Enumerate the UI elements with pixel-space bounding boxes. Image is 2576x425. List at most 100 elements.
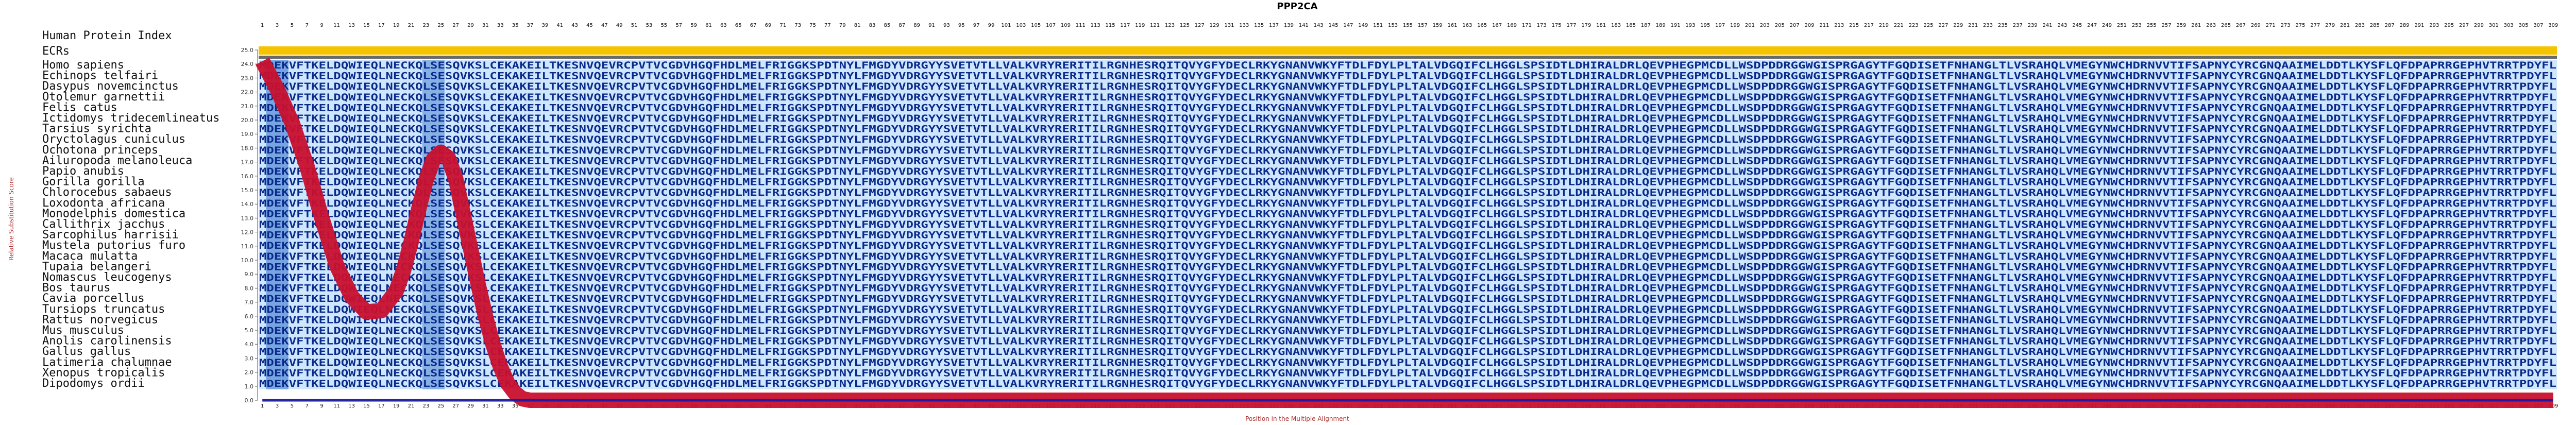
top-position-label: 29 (467, 23, 474, 28)
top-position-label: 89 (913, 23, 920, 28)
y-tick-label: 17.0 (241, 159, 254, 166)
top-position-label: 175 (1552, 23, 1562, 28)
y-tick-label: 23.0 (241, 75, 254, 81)
sequence-row: MDEKVFTKELDQWIEQLNECKQLSESQVKSLCEKAKEILT… (259, 92, 2556, 103)
species-name: Latimeria chalumnae (42, 356, 172, 369)
top-position-label: 71 (779, 23, 786, 28)
top-position-label: 69 (765, 23, 772, 28)
top-position-label: 161 (1448, 23, 1458, 28)
top-position-label: 289 (2399, 23, 2409, 28)
top-position-label: 255 (2147, 23, 2157, 28)
sequence-row: MDEKVFTKELDQWIEQLNECKQLSESQVKSLCEKAKEILT… (259, 145, 2556, 156)
sequence-row: MDEKVFTKELDQWIEQLNECKQLSESQVKSLCEKAKEILT… (259, 166, 2556, 177)
top-position-label: 101 (1001, 23, 1011, 28)
top-position-label: 59 (690, 23, 697, 28)
top-position-label: 35 (512, 23, 519, 28)
y-tick-label: 20.0 (241, 117, 254, 124)
bottom-position-label: 29 (467, 403, 474, 409)
sequence-row: MDEKVFTKELDQWIEQLNECKQLSESQVKSLCEKAKEILT… (259, 272, 2556, 283)
top-position-label: 157 (1418, 23, 1428, 28)
species-name: Bos taurus (42, 282, 110, 295)
bottom-position-label: 35 (512, 403, 519, 409)
species-name: Otolemur garnettii (42, 91, 165, 104)
top-position-label: 189 (1656, 23, 1666, 28)
top-position-label: 55 (660, 23, 667, 28)
top-position-label: 21 (408, 23, 415, 28)
top-position-label: 53 (646, 23, 653, 28)
y-tick-label: 15.0 (241, 187, 254, 194)
top-position-label: 177 (1567, 23, 1577, 28)
top-position-label: 153 (1388, 23, 1398, 28)
top-position-label: 27 (452, 23, 459, 28)
top-position-label: 291 (2414, 23, 2424, 28)
top-position-label: 133 (1239, 23, 1249, 28)
top-position-label: 173 (1537, 23, 1547, 28)
top-position-label: 193 (1686, 23, 1696, 28)
top-position-label: 305 (2518, 23, 2528, 28)
species-name: Dipodomys ordii (42, 377, 145, 390)
top-position-label: 79 (839, 23, 846, 28)
top-position-label: 235 (1998, 23, 2008, 28)
species-name: Sarcophilus harrisii (42, 229, 179, 242)
sequence-row: MDEKVFTKELDQWIEQLNECKQLSESQVKSLCEKAKEILT… (259, 251, 2556, 262)
top-position-label: 5 (291, 23, 294, 28)
sequence-row: MDEKVFTKELDQWIEQLNECKQLSESQVKSLCEKAKEILT… (259, 293, 2556, 304)
top-position-label: 215 (1849, 23, 1859, 28)
top-position-label: 181 (1596, 23, 1606, 28)
ecr-region (259, 46, 2557, 55)
top-position-label: 143 (1314, 23, 1324, 28)
species-name: Gorilla gorilla (42, 176, 145, 189)
top-position-label: 219 (1879, 23, 1889, 28)
top-position-label: 61 (705, 23, 712, 28)
y-tick-label: 18.0 (241, 145, 254, 151)
bottom-position-label: 9 (320, 403, 324, 409)
top-position-label: 191 (1671, 23, 1681, 28)
top-position-label: 3 (276, 23, 279, 28)
top-position-label: 171 (1522, 23, 1532, 28)
top-position-label: 83 (869, 23, 876, 28)
top-position-label: 95 (958, 23, 965, 28)
sequence-row: MDEKVFTKELDQWIEQLNECKQLSESQVKSLCEKAKEILT… (259, 71, 2556, 82)
top-position-label: 73 (794, 23, 801, 28)
species-name: Echinops telfairi (42, 70, 158, 82)
top-position-label: 303 (2504, 23, 2514, 28)
sequence-row: MDEKVFTKELDQWIEQLNECKQLSESQVKSLCEKAKEILT… (259, 230, 2556, 241)
top-position-label: 213 (1834, 23, 1844, 28)
top-position-label: 275 (2295, 23, 2305, 28)
species-name: Felis catus (42, 101, 117, 114)
y-axis: 0.0 1.0 2.0 3.0 4.0 5.0 6.0 7.0 8.0 9.0 10.0 11.0 12… (241, 47, 258, 404)
substitution-score-curves (255, 57, 2553, 408)
human-protein-index-label: Human Protein Index (42, 29, 172, 42)
top-position-label: 265 (2221, 23, 2231, 28)
species-name: Tarsius syrichta (42, 123, 151, 135)
human-index-strip (259, 56, 2557, 59)
top-position-label: 139 (1284, 23, 1294, 28)
top-position-label: 229 (1953, 23, 1963, 28)
top-position-label: 37 (527, 23, 534, 28)
top-position-label: 115 (1105, 23, 1115, 28)
species-name: Homo sapiens (42, 59, 124, 72)
top-position-label: 125 (1180, 23, 1190, 28)
bottom-position-label: 15 (363, 403, 370, 409)
top-position-label: 91 (928, 23, 935, 28)
sequence-row: MDEKVFTKELDQWIEQLNECKQLSESQVKSLCEKAKEILT… (259, 60, 2556, 71)
sequence-row: MDEKVFTKELDQWIEQLNECKQLSESQVKSLCEKAKEILT… (259, 113, 2556, 124)
top-position-label: 267 (2236, 23, 2246, 28)
top-position-label: 299 (2474, 23, 2484, 28)
top-position-label: 249 (2102, 23, 2112, 28)
top-position-label: 141 (1299, 23, 1309, 28)
species-name: Mus musculus (42, 324, 124, 337)
bottom-position-label: 23 (422, 403, 429, 409)
top-position-label: 243 (2057, 23, 2067, 28)
top-position-label: 33 (497, 23, 504, 28)
top-position-label: 297 (2459, 23, 2469, 28)
species-name: Papio anubis (42, 165, 124, 178)
top-position-label: 63 (720, 23, 727, 28)
top-position-label: 135 (1254, 23, 1264, 28)
top-position-label: 217 (1864, 23, 1874, 28)
bottom-position-label: 19 (393, 403, 400, 409)
top-position-label: 103 (1016, 23, 1026, 28)
top-position-label: 209 (1805, 23, 1815, 28)
top-position-label: 197 (1715, 23, 1725, 28)
variable-region-highlight (422, 60, 445, 389)
